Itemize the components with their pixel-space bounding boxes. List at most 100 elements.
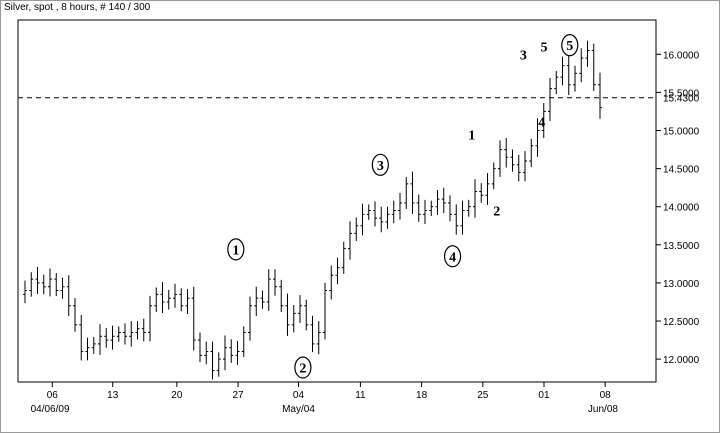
ohlc-bar — [435, 189, 440, 215]
wave-label: 3 — [520, 48, 527, 63]
ohlc-bar — [66, 275, 71, 317]
ohlc-bar — [441, 187, 446, 214]
wave-label-circled: 1 — [227, 238, 245, 261]
x-tick-label: 27 — [232, 390, 244, 401]
x-tick-label: 04 — [293, 390, 305, 401]
ohlc-bar — [360, 203, 365, 236]
ohlc-bar — [573, 65, 577, 92]
ohlc-bar — [291, 305, 296, 333]
ohlc-bar — [304, 299, 309, 331]
svg-text:1: 1 — [468, 128, 475, 143]
svg-text:3: 3 — [377, 159, 384, 174]
ohlc-bar — [466, 199, 471, 217]
ohlc-bar — [166, 289, 171, 310]
ohlc-bar — [404, 176, 409, 210]
ohlc-bar — [491, 162, 496, 190]
ohlc-bar — [310, 315, 315, 353]
ohlc-bar — [473, 179, 477, 218]
wave-label-circled: 5 — [561, 34, 579, 57]
ohlc-bar — [379, 206, 384, 233]
ohlc-bar — [366, 204, 371, 220]
ohlc-bar — [191, 286, 196, 351]
y-tick-label: 15.0000 — [663, 127, 700, 138]
ohlc-bar — [548, 77, 552, 122]
ohlc-bar — [104, 327, 109, 348]
ohlc-bar — [229, 339, 234, 363]
ohlc-bar — [335, 257, 340, 285]
reference-line: 15.4300 — [18, 94, 700, 105]
ohlc-bar — [48, 268, 52, 297]
ohlc-bar — [566, 54, 571, 96]
ohlc-bar — [323, 282, 327, 340]
ohlc-bar — [148, 295, 152, 342]
ohlc-bar — [285, 293, 290, 336]
ohlc-bar — [160, 282, 165, 313]
svg-text:5: 5 — [540, 41, 547, 56]
ohlc-bar — [241, 326, 246, 358]
y-tick-label: 12.0000 — [663, 355, 700, 366]
ohlc-bar — [391, 200, 396, 224]
ohlc-bar — [79, 314, 84, 361]
y-tick-label: 14.0000 — [663, 203, 700, 214]
ohlc-bar — [85, 337, 90, 361]
ohlc-bars — [23, 40, 602, 380]
ohlc-bar — [98, 324, 102, 355]
y-tick-label: 14.5000 — [663, 165, 700, 176]
ohlc-bar — [298, 295, 302, 324]
ohlc-bar — [523, 151, 527, 182]
wave-label-circled: 3 — [371, 153, 389, 176]
svg-text:5: 5 — [566, 39, 573, 54]
ohlc-bar — [329, 265, 334, 300]
wave-label-circled: 4 — [443, 245, 462, 268]
wave-label: 5 — [540, 41, 547, 56]
ohlc-bar — [141, 318, 146, 342]
x-date-label: 04/06/09 — [31, 404, 70, 415]
x-tick-label: 13 — [107, 390, 119, 401]
ohlc-bar — [29, 272, 34, 297]
ohlc-bar — [385, 206, 390, 229]
ohlc-bar — [204, 341, 209, 365]
ohlc-bar — [179, 288, 184, 312]
x-tick-label: 08 — [600, 390, 612, 401]
y-tick-label: 16.0000 — [663, 50, 700, 61]
x-tick-label: 01 — [538, 390, 550, 401]
ohlc-bar — [373, 201, 377, 227]
x-axis: 06 13 20 27 04 11 18 25 01 08 04/06/09 May/04 Jun/08 — [31, 382, 618, 415]
ohlc-bar — [598, 72, 602, 119]
ohlc-bar — [54, 273, 59, 297]
ohlc-bar — [416, 194, 421, 222]
ohlc-bar — [41, 274, 46, 295]
ohlc-bar — [479, 183, 484, 203]
x-tick-label: 06 — [47, 390, 59, 401]
ohlc-bar — [316, 321, 321, 355]
ohlc-bar — [485, 173, 490, 205]
ohlc-bar — [504, 138, 509, 168]
y-axis: 16.0000 15.5000 15.0000 14.5000 14.0000 13.50… — [656, 50, 700, 366]
ohlc-bar — [510, 149, 515, 172]
wave-label: 2 — [493, 205, 500, 220]
ohlc-bar — [560, 56, 565, 86]
ohlc-bar — [579, 48, 584, 83]
ohlc-bar — [273, 269, 277, 296]
ohlc-bar — [535, 118, 540, 157]
wave-label: 4 — [538, 115, 545, 130]
svg-text:4: 4 — [449, 250, 456, 265]
ohlc-bar — [91, 337, 96, 354]
reference-line-label: 15.4300 — [663, 94, 700, 105]
ohlc-bar — [591, 43, 596, 91]
ohlc-bar — [454, 204, 459, 235]
ohlc-bar — [210, 341, 215, 380]
ohlc-bar — [248, 296, 252, 341]
ohlc-bar — [541, 103, 546, 139]
x-date-label: Jun/08 — [588, 404, 618, 415]
ohlc-bar — [354, 217, 359, 241]
x-tick-label: 20 — [171, 390, 183, 401]
chart-title: Silver, spot , 8 hours, # 140 / 300 — [4, 2, 151, 13]
ohlc-bar — [516, 154, 521, 182]
ohlc-bar — [266, 269, 271, 311]
x-tick-label: 18 — [416, 390, 428, 401]
ohlc-bar — [498, 140, 502, 177]
ohlc-bar — [448, 195, 452, 222]
ohlc-bar — [223, 335, 227, 371]
